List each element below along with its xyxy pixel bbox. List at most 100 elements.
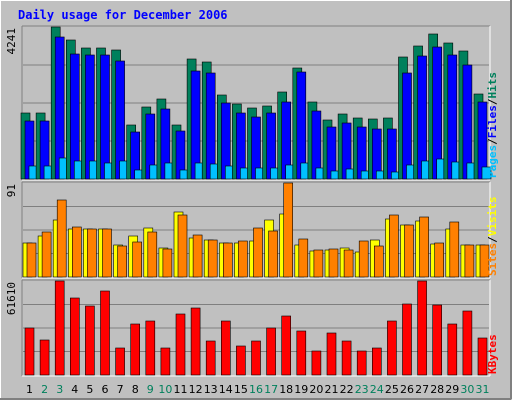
- bar-files-day-5: Files 5: 3450: [85, 54, 95, 180]
- x-tick-label-day-3: 3: [56, 383, 63, 396]
- bar-files-day-4: Files 4: 3500: [70, 53, 80, 180]
- bar-sites-day-18: Sites 18: 91: [283, 182, 294, 278]
- x-tick-label-day-8: 8: [132, 383, 139, 396]
- legend-label-panel-3: KBytes: [486, 334, 499, 374]
- x-tick-label-day-18: 18: [279, 383, 293, 396]
- y-axis-max-label-panel-2: 91: [5, 184, 18, 197]
- bar-sites-day-31: Sites 31: 31: [479, 244, 490, 278]
- x-tick-label-day-24: 24: [370, 383, 384, 396]
- bar-files-day-6: Files 6: 3450: [100, 54, 110, 180]
- panel-1: Hits 1: 1850Files 1: 1620Pages 1: 350Hit…: [5, 25, 499, 181]
- legend-item-sites: Sites: [486, 243, 499, 276]
- x-axis-labels: 1 2 3 4 5 6 7 8 9 10 11 12 13 14 15 16 17 18 19 20 21 22 23 24 2…: [26, 383, 490, 396]
- bar-sites-day-26: Sites 26: 50: [404, 224, 414, 278]
- bar-sites-day-9: Sites 9: 44: [147, 231, 158, 278]
- bar-sites-day-5: Sites 5: 46: [87, 228, 97, 278]
- legend-label-panel-2: Sites/Visits: [486, 197, 499, 277]
- x-tick-label-day-19: 19: [294, 383, 308, 396]
- bar-kbytes-day-28: KBytes 28: 46000: [432, 304, 443, 376]
- bar-sites-day-27: Sites 27: 58: [419, 216, 429, 278]
- x-tick-label-day-23: 23: [355, 383, 369, 396]
- bar-sites-day-28: Sites 28: 33: [434, 242, 445, 278]
- bar-kbytes-day-4: KBytes 4: 50500: [70, 297, 80, 376]
- x-tick-label-day-20: 20: [309, 383, 323, 396]
- x-tick-label-day-26: 26: [400, 383, 414, 396]
- x-tick-label-day-1: 1: [26, 383, 33, 396]
- x-tick-label-day-10: 10: [158, 383, 172, 396]
- bar-kbytes-day-27: KBytes 27: 61610: [417, 280, 427, 376]
- x-tick-label-day-4: 4: [71, 383, 78, 396]
- chart-panels: Hits 1: 1850Files 1: 1620Pages 1: 350Hit…: [5, 25, 499, 377]
- legend-label-panel-1: Pages/Files/Hits: [486, 72, 499, 178]
- bar-kbytes-day-23: KBytes 23: 16000: [356, 350, 367, 376]
- legend-item-visits: Visits: [486, 197, 499, 237]
- x-tick-label-day-28: 28: [430, 383, 444, 396]
- bar-files-day-13: Files 13: 2970: [205, 72, 216, 180]
- x-tick-label-day-9: 9: [147, 383, 154, 396]
- bar-sites-day-25: Sites 25: 60: [389, 214, 399, 278]
- bar-kbytes-day-31: KBytes 31: 24500: [477, 337, 488, 376]
- bar-sites-day-20: Sites 20: 26: [313, 249, 324, 278]
- bar-kbytes-day-26: KBytes 26: 46500: [402, 303, 412, 376]
- bar-kbytes-day-5: KBytes 5: 45500: [85, 305, 95, 376]
- legend-item-hits: Hits: [486, 72, 499, 99]
- bar-kbytes-day-29: KBytes 29: 33500: [447, 323, 458, 376]
- bar-kbytes-day-25: KBytes 25: 35700: [387, 320, 397, 376]
- legend-item-pages: Pages: [486, 145, 499, 178]
- bar-sites-day-10: Sites 10: 27: [162, 248, 173, 278]
- bar-kbytes-day-21: KBytes 21: 27500: [326, 332, 337, 376]
- bar-sites-day-15: Sites 15: 35: [238, 240, 248, 278]
- bar-kbytes-day-20: KBytes 20: 16000: [311, 350, 322, 376]
- bar-kbytes-day-2: KBytes 2: 23000: [39, 339, 50, 376]
- y-axis-max-label-panel-3: 61610: [5, 282, 18, 315]
- bar-sites-day-19: Sites 19: 37: [298, 238, 309, 278]
- bar-sites-day-6: Sites 6: 46: [102, 228, 112, 278]
- bar-pages-day-31: Pages 31: 330: [481, 166, 492, 180]
- bar-sites-day-3: Sites 3: 75: [56, 199, 67, 278]
- bar-sites-day-11: Sites 11: 60: [177, 214, 188, 278]
- bar-kbytes-day-15: KBytes 15: 19000: [236, 345, 246, 376]
- panel-3: KBytes 1: 31000 KBytes 2: 23000 KBytes 3: …: [5, 279, 499, 377]
- x-tick-label-day-15: 15: [234, 383, 248, 396]
- bar-sites-day-2: Sites 2: 44: [41, 231, 52, 278]
- x-tick-label-day-22: 22: [340, 383, 354, 396]
- x-tick-label-day-2: 2: [41, 383, 48, 396]
- bar-kbytes-day-6: KBytes 6: 55200: [100, 290, 110, 376]
- bar-kbytes-day-22: KBytes 22: 22000: [341, 340, 352, 376]
- panel-2: Visits 1: 33Sites 1: 33Visits 2: 40Sites…: [5, 181, 499, 279]
- chart-title: Daily usage for December 2006: [18, 8, 228, 22]
- y-axis-max-label-panel-1: 4241: [5, 28, 18, 55]
- bar-files-day-27: Files 27: 3420: [417, 55, 427, 180]
- bar-sites-day-30: Sites 30: 31: [464, 244, 475, 278]
- bar-kbytes-day-13: KBytes 13: 22300: [205, 340, 216, 376]
- x-tick-label-day-11: 11: [174, 383, 188, 396]
- bar-kbytes-day-1: KBytes 1: 31000: [24, 327, 35, 376]
- bar-kbytes-day-30: KBytes 30: 42000: [462, 310, 473, 376]
- bar-kbytes-day-17: KBytes 17: 30500: [266, 327, 276, 376]
- bar-files-day-30: Files 30: 3190: [462, 64, 473, 180]
- x-tick-label-day-25: 25: [385, 383, 399, 396]
- bar-sites-day-16: Sites 16: 47: [253, 227, 263, 278]
- x-tick-label-day-13: 13: [204, 383, 218, 396]
- bar-sites-day-14: Sites 14: 33: [223, 242, 233, 278]
- bar-kbytes-day-14: KBytes 14: 35600: [221, 320, 231, 376]
- bar-sites-day-7: Sites 7: 30: [117, 245, 127, 278]
- bar-kbytes-day-16: KBytes 16: 22000: [251, 340, 261, 376]
- bar-kbytes-day-24: KBytes 24: 18000: [371, 347, 382, 376]
- x-tick-label-day-6: 6: [102, 383, 109, 396]
- x-tick-label-day-31: 31: [476, 383, 490, 396]
- legend-separator: /: [486, 98, 499, 105]
- legend-separator: /: [486, 138, 499, 145]
- legend-item-files: Files: [486, 105, 499, 138]
- x-tick-label-day-21: 21: [325, 383, 339, 396]
- bar-kbytes-day-19: KBytes 19: 29000: [296, 330, 307, 376]
- bar-files-day-29: Files 29: 3450: [447, 54, 458, 180]
- bar-sites-day-29: Sites 29: 53: [449, 221, 460, 278]
- legend-item-kbytes: KBytes: [486, 334, 499, 374]
- bar-sites-day-21: Sites 21: 27: [328, 248, 339, 278]
- x-tick-label-day-5: 5: [86, 383, 93, 396]
- bar-sites-day-17: Sites 17: 45: [268, 230, 278, 278]
